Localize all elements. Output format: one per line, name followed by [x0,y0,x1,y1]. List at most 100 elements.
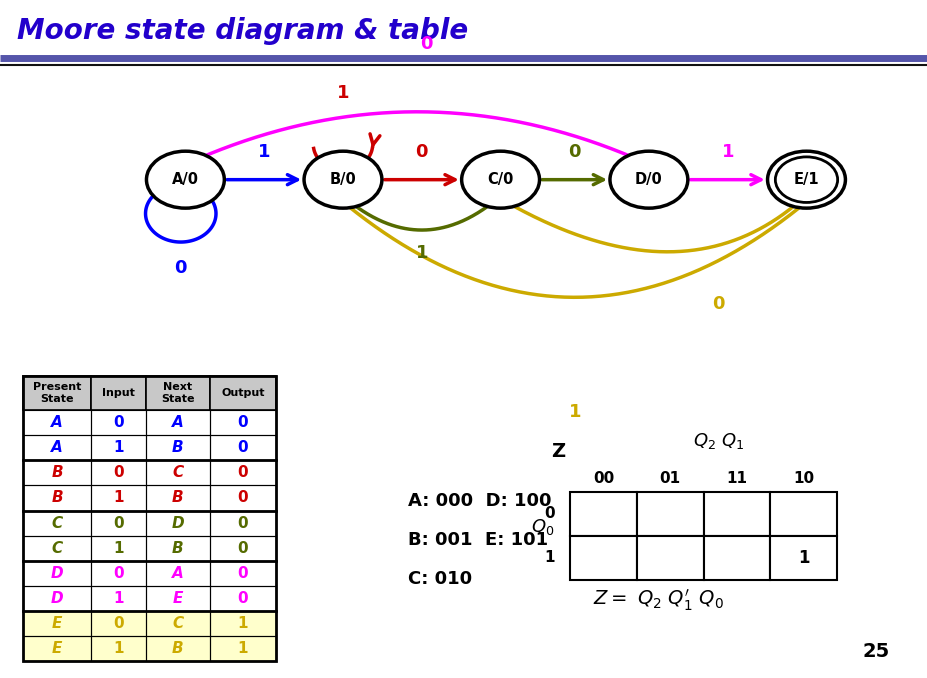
Text: 1: 1 [113,641,124,656]
Text: C: C [51,540,63,556]
FancyBboxPatch shape [704,492,770,536]
Text: Moore state diagram & table: Moore state diagram & table [17,17,468,45]
FancyBboxPatch shape [23,410,276,435]
Text: 11: 11 [727,471,747,486]
Text: C: 010: C: 010 [408,570,472,589]
Text: 0: 0 [237,540,248,556]
Text: Present
State: Present State [32,382,82,404]
Text: 00: 00 [593,471,614,486]
Text: 0: 0 [568,142,581,161]
Text: E/1: E/1 [794,172,819,187]
Text: 25: 25 [863,642,890,661]
FancyBboxPatch shape [570,536,637,580]
Text: 0: 0 [237,591,248,606]
Text: C: C [172,465,184,481]
Text: 1: 1 [568,403,581,422]
Text: 0: 0 [415,142,428,161]
FancyBboxPatch shape [23,561,276,586]
FancyBboxPatch shape [570,492,637,536]
Circle shape [610,151,688,208]
Text: 0: 0 [544,506,555,521]
Text: 1: 1 [544,550,555,565]
Text: A: 000  D: 100: A: 000 D: 100 [408,492,552,510]
FancyBboxPatch shape [770,536,837,580]
Text: E: E [172,591,184,606]
FancyBboxPatch shape [23,485,276,511]
Text: $Z=\ Q_2\ Q_1'\ Q_0$: $Z=\ Q_2\ Q_1'\ Q_0$ [593,587,724,613]
Text: 0: 0 [113,616,124,631]
Text: Z: Z [552,442,565,461]
Text: D: D [171,515,184,531]
Text: $Q_2\ Q_1$: $Q_2\ Q_1$ [692,431,744,451]
FancyBboxPatch shape [637,492,704,536]
Text: $Q_0$: $Q_0$ [530,517,554,538]
FancyBboxPatch shape [23,636,276,661]
Text: E: E [52,641,62,656]
Text: C: C [172,616,184,631]
Text: 1: 1 [798,549,809,567]
Text: A/0: A/0 [171,172,199,187]
Text: A: A [51,415,63,431]
Text: A: A [51,440,63,456]
FancyBboxPatch shape [770,492,837,536]
FancyBboxPatch shape [23,435,276,460]
Text: B: B [172,490,184,506]
Text: A: A [172,565,184,581]
Text: 0: 0 [237,440,248,456]
Text: Output: Output [222,388,264,398]
Text: 1: 1 [113,591,124,606]
Text: 1: 1 [258,142,271,161]
Text: 1: 1 [237,641,248,656]
Text: 1: 1 [113,440,124,456]
Text: C/0: C/0 [488,172,514,187]
Text: Input: Input [102,388,135,398]
FancyBboxPatch shape [23,511,276,536]
Text: 1: 1 [415,244,428,262]
Text: 0: 0 [237,565,248,581]
Text: 0: 0 [420,35,433,53]
Circle shape [462,151,540,208]
Text: D/0: D/0 [635,172,663,187]
FancyBboxPatch shape [23,611,276,636]
Text: 10: 10 [794,471,814,486]
Text: 1: 1 [337,84,349,102]
Text: 0: 0 [237,465,248,481]
Circle shape [304,151,382,208]
Text: B: B [172,641,184,656]
Text: D: D [51,565,63,581]
Circle shape [146,151,224,208]
Text: B: B [172,440,184,456]
Text: 0: 0 [113,515,124,531]
Text: 0: 0 [237,490,248,506]
Text: E: E [52,616,62,631]
Text: B: B [51,465,63,481]
FancyBboxPatch shape [23,586,276,611]
Text: B: B [51,490,63,506]
Text: B/0: B/0 [330,172,356,187]
FancyBboxPatch shape [91,376,146,410]
Text: D: D [51,591,63,606]
Text: 0: 0 [712,295,725,313]
FancyBboxPatch shape [23,376,91,410]
Text: 0: 0 [237,515,248,531]
Text: 0: 0 [237,415,248,431]
Text: B: 001  E: 101: B: 001 E: 101 [408,531,548,549]
Text: 01: 01 [660,471,680,486]
FancyBboxPatch shape [637,536,704,580]
Text: 0: 0 [113,415,124,431]
FancyBboxPatch shape [210,376,276,410]
Text: 1: 1 [113,540,124,556]
Circle shape [768,151,845,208]
Text: A: A [172,415,184,431]
Text: 0: 0 [113,465,124,481]
Text: 1: 1 [721,142,734,161]
Text: B: B [172,540,184,556]
Text: 1: 1 [113,490,124,506]
FancyBboxPatch shape [704,536,770,580]
Text: C: C [51,515,63,531]
Text: 1: 1 [237,616,248,631]
FancyBboxPatch shape [23,460,276,485]
Text: 0: 0 [174,259,187,277]
Text: 0: 0 [113,565,124,581]
FancyBboxPatch shape [23,536,276,561]
